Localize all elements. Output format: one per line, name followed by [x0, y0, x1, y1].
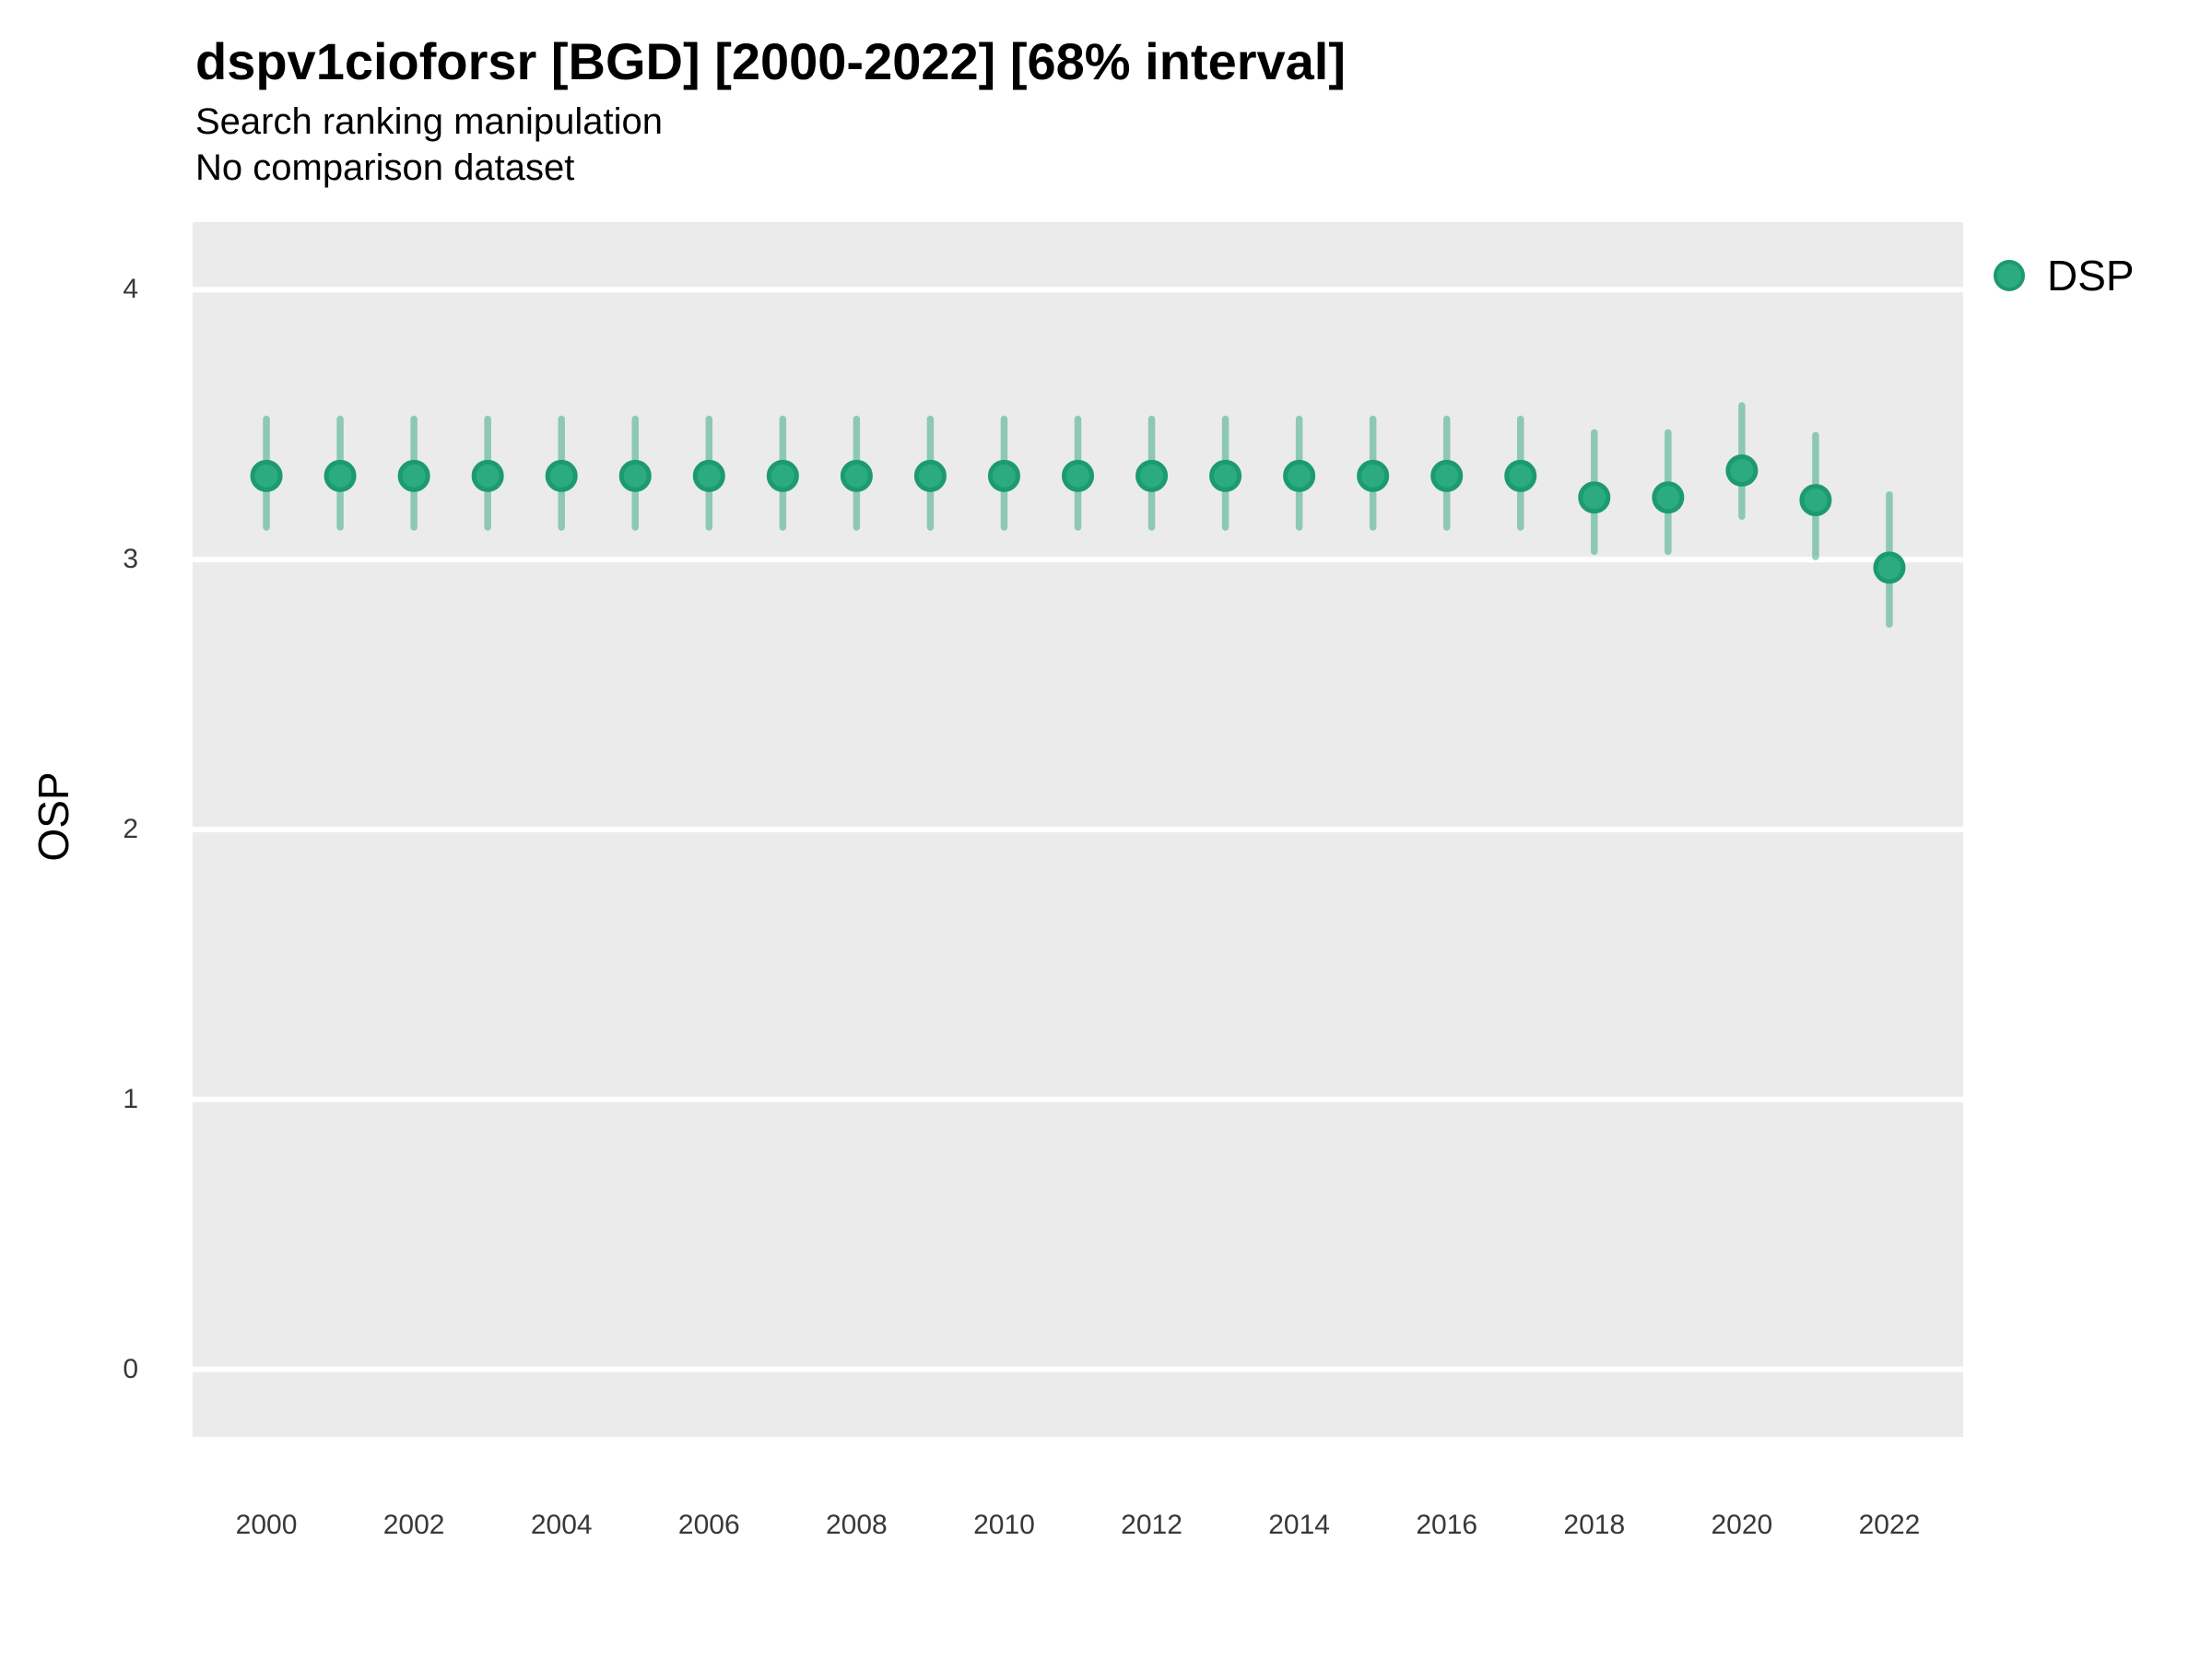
- point-2005: [618, 459, 652, 492]
- x-tick-label-2018: 2018: [1563, 1510, 1626, 1540]
- x-tick-label-2010: 2010: [973, 1510, 1035, 1540]
- x-tick-label-2000: 2000: [235, 1510, 298, 1540]
- point-2003: [471, 459, 504, 492]
- chart-title: dspv1cioforsr [BGD] [2000-2022] [68% int…: [195, 32, 1346, 90]
- chart-subtitle: Search ranking manipulation: [195, 101, 663, 142]
- y-tick-label-0: 0: [123, 1353, 138, 1384]
- point-2009: [913, 459, 947, 492]
- point-2000: [250, 459, 283, 492]
- point-2006: [692, 459, 725, 492]
- point-2010: [987, 459, 1020, 492]
- x-tick-label-2006: 2006: [677, 1510, 740, 1540]
- point-2014: [1283, 459, 1316, 492]
- y-tick-label-4: 4: [123, 274, 138, 305]
- legend: DSP: [1994, 250, 2135, 301]
- x-tick-label-2022: 2022: [1858, 1510, 1921, 1540]
- y-tick-label-3: 3: [123, 544, 138, 575]
- point-2011: [1062, 459, 1094, 492]
- x-tick-label-2008: 2008: [826, 1510, 888, 1540]
- point-2021: [1799, 484, 1832, 517]
- chart-note: No comparison dataset: [195, 147, 575, 188]
- legend-label: DSP: [2047, 252, 2135, 300]
- y-tick-label-1: 1: [123, 1083, 138, 1114]
- x-tick-label-2016: 2016: [1416, 1510, 1478, 1540]
- point-2002: [397, 459, 430, 492]
- point-2001: [324, 459, 357, 492]
- point-2018: [1578, 481, 1611, 514]
- point-2004: [545, 459, 578, 492]
- point-2020: [1725, 453, 1759, 487]
- plot-panel: [193, 222, 1963, 1437]
- x-tick-label-2020: 2020: [1711, 1510, 1773, 1540]
- point-2013: [1209, 459, 1242, 492]
- x-tick-label-2014: 2014: [1268, 1510, 1330, 1540]
- legend-point-icon: [1994, 260, 2025, 291]
- y-tick-label-2: 2: [123, 814, 138, 844]
- point-2007: [766, 459, 799, 492]
- point-2022: [1873, 551, 1906, 584]
- x-tick-label-2004: 2004: [530, 1510, 593, 1540]
- x-tick-label-2002: 2002: [382, 1510, 445, 1540]
- point-2008: [840, 459, 873, 492]
- point-2012: [1135, 459, 1169, 492]
- x-tick-label-2012: 2012: [1121, 1510, 1182, 1540]
- point-2015: [1357, 459, 1390, 492]
- point-2019: [1652, 481, 1685, 514]
- point-2016: [1430, 459, 1464, 492]
- point-2017: [1504, 459, 1537, 492]
